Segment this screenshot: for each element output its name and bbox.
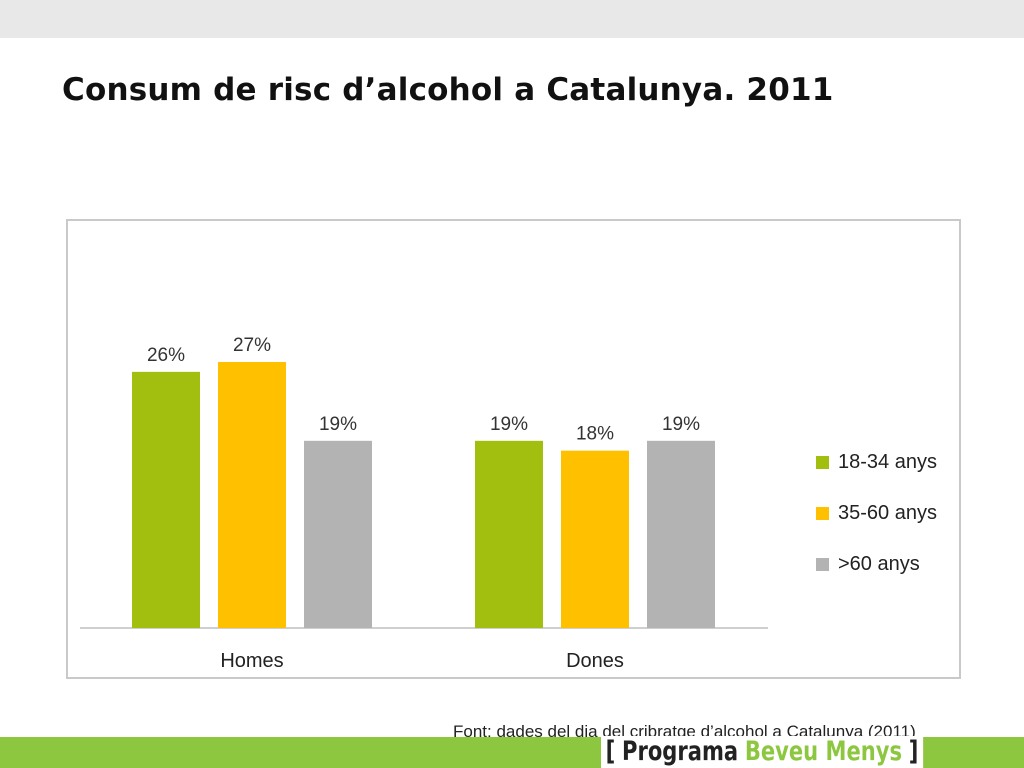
legend-label-3: >60 anys xyxy=(838,553,920,575)
data-label-homes-series-1: 26% xyxy=(147,345,185,366)
brand-open-bracket: [ xyxy=(605,736,616,767)
x-tick-label-dones: Dones xyxy=(566,650,624,672)
data-label-dones-series-3: 19% xyxy=(662,414,700,435)
data-label-dones-series-1: 19% xyxy=(490,414,528,435)
legend-swatch-3 xyxy=(816,558,829,571)
bar-homes-series-1 xyxy=(132,371,200,628)
brand-logo: [ Programa Beveu Menys ] xyxy=(601,736,924,768)
chart-frame: 26% 27% 19% Homes 19% 18% 19% Dones 18-34 anys 35… xyxy=(66,219,961,679)
top-bar xyxy=(0,0,1024,38)
brand-close-bracket: ] xyxy=(908,736,919,767)
bar-chart: 26% 27% 19% Homes 19% 18% 19% Dones 18-34 anys 35… xyxy=(80,335,937,672)
brand-name-text: Beveu Menys xyxy=(744,736,903,767)
data-label-homes-series-2: 27% xyxy=(233,335,271,356)
brand-program-text: Programa xyxy=(622,736,739,767)
bar-dones-series-3 xyxy=(647,440,715,628)
data-label-homes-series-3: 19% xyxy=(319,414,357,435)
x-tick-label-homes: Homes xyxy=(220,650,283,672)
bar-homes-series-2 xyxy=(218,362,286,628)
bar-homes-series-3 xyxy=(304,440,372,628)
legend-label-1: 18-34 anys xyxy=(838,451,937,473)
legend-swatch-2 xyxy=(816,507,829,520)
legend-label-2: 35-60 anys xyxy=(838,502,937,524)
bar-dones-series-2 xyxy=(561,450,629,628)
legend-swatch-1 xyxy=(816,456,829,469)
slide-title: Consum de risc d’alcohol a Catalunya. 20… xyxy=(62,72,834,108)
bar-dones-series-1 xyxy=(475,440,543,628)
data-label-dones-series-2: 18% xyxy=(576,424,614,445)
